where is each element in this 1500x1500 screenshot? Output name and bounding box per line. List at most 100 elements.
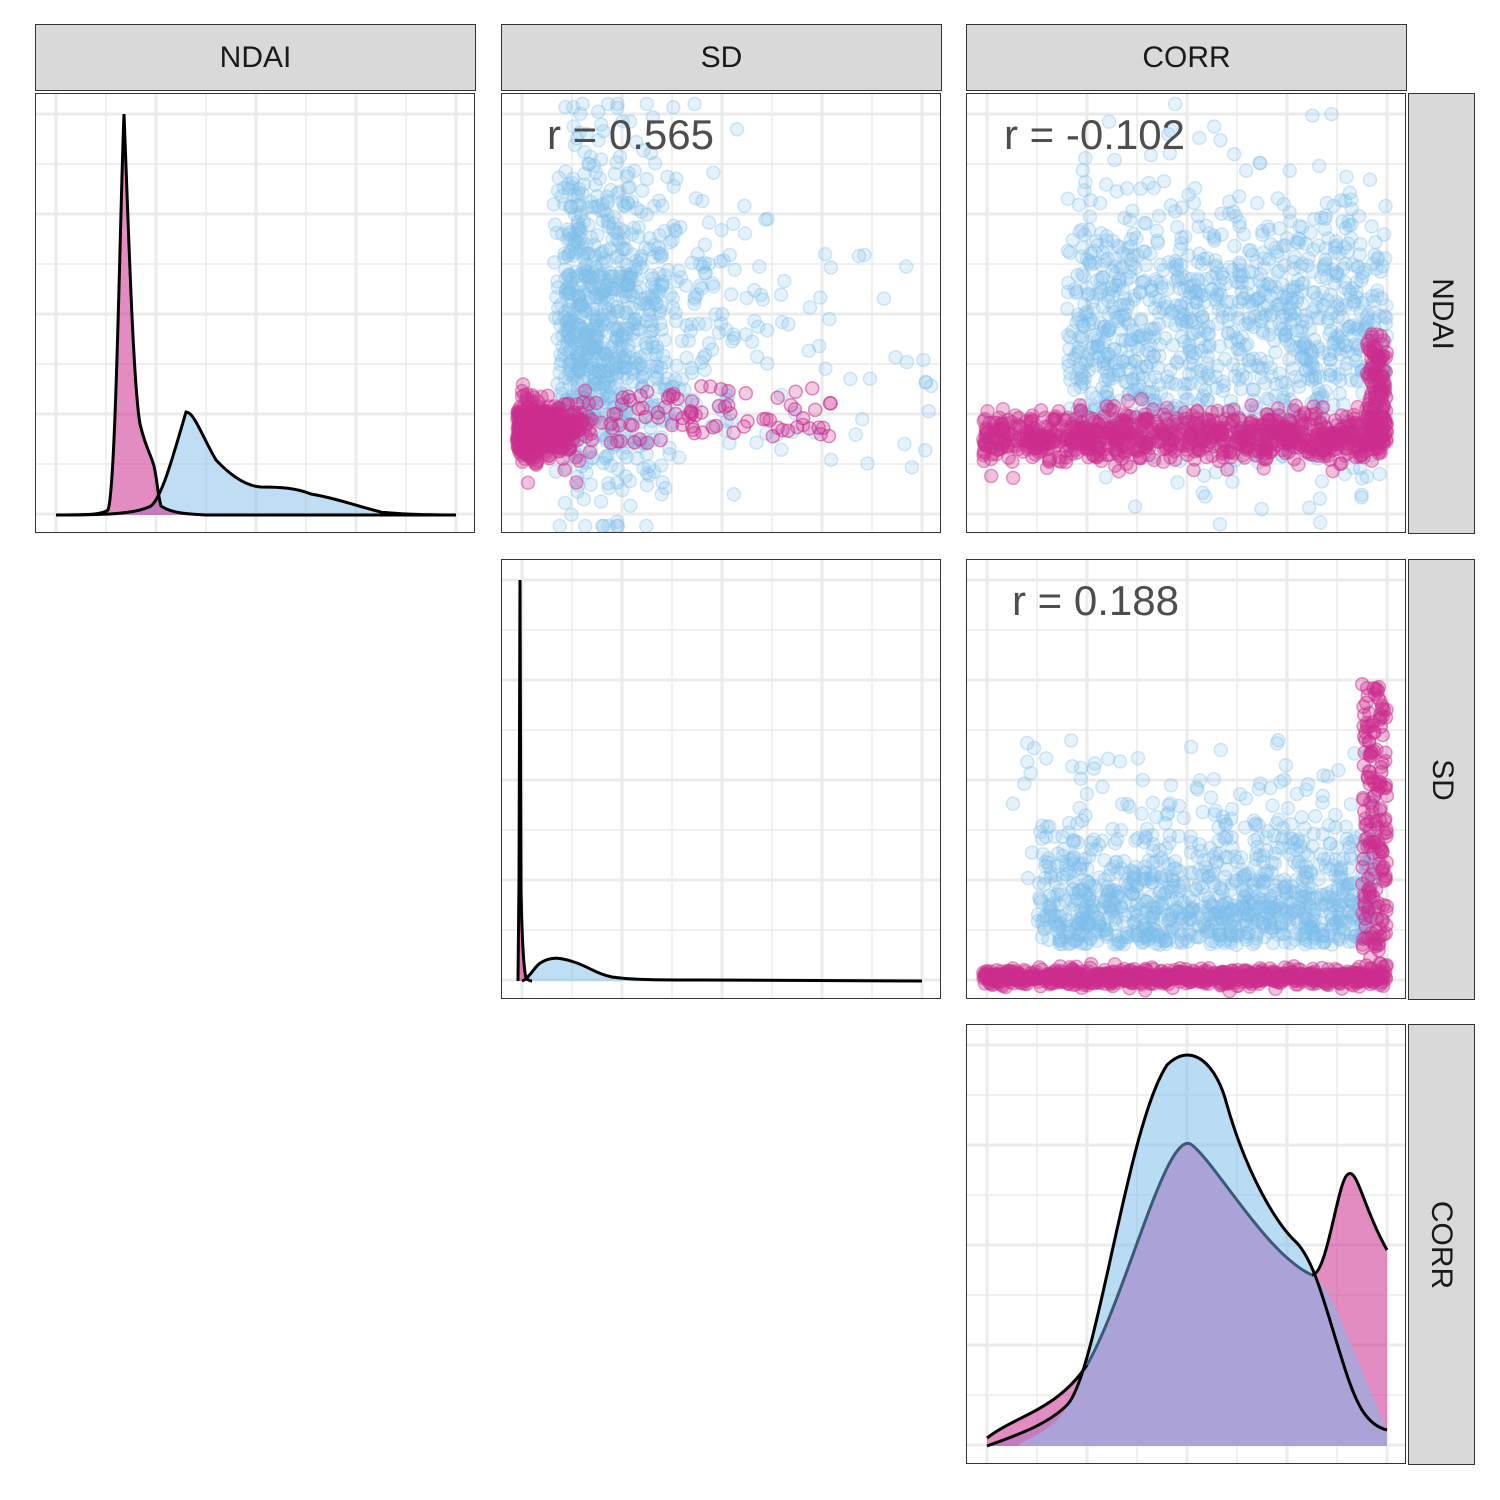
scatter-point-class-b (632, 256, 648, 271)
scatter-point-class-a (529, 405, 545, 420)
scatter-point-class-b (573, 223, 588, 239)
scatter-point-class-a (529, 418, 545, 434)
scatter-point-class-b (625, 365, 641, 381)
scatter-point-class-a (990, 434, 1006, 450)
scatter-point-class-a (1036, 435, 1052, 451)
scatter-point-class-b (657, 333, 672, 348)
scatter-point-class-b (1099, 233, 1114, 248)
scatter-point-class-a (1091, 417, 1106, 433)
scatter-point-class-b (1197, 295, 1212, 310)
scatter-point-class-a (525, 388, 540, 403)
scatter-point-class-a (805, 381, 820, 396)
scatter-point-class-a (569, 432, 585, 448)
scatter-point-class-a (995, 401, 1011, 417)
ndai-vs-sd-grid (502, 94, 940, 532)
scatter-point-class-a (535, 404, 550, 420)
scatter-point-class-a (1300, 444, 1316, 459)
scatter-point-class-b (1269, 244, 1285, 260)
scatter-point-class-b (558, 460, 574, 475)
scatter-point-class-b (589, 319, 605, 334)
scatter-point-class-b (687, 289, 703, 305)
scatter-point-class-b (646, 198, 662, 214)
scatter-point-class-b (1348, 353, 1364, 368)
scatter-point-class-a (1176, 415, 1192, 431)
scatter-point-class-b (582, 381, 598, 397)
ndai-vs-sd-scatter: r = 0.565 (502, 94, 940, 532)
scatter-point-class-b (555, 390, 570, 405)
scatter-point-class-a (554, 441, 569, 456)
scatter-point-class-b (581, 328, 597, 343)
scatter-point-class-b (1097, 320, 1112, 335)
scatter-point-class-b (662, 446, 677, 462)
scatter-point-class-b (1096, 356, 1112, 371)
scatter-point-class-a (532, 435, 547, 450)
scatter-point-class-b (1060, 301, 1075, 317)
scatter-point-class-b (1286, 261, 1301, 277)
scatter-point-class-b (590, 328, 605, 344)
scatter-point-class-b (1121, 361, 1136, 377)
scatter-point-class-b (1168, 253, 1183, 269)
scatter-point-class-b (625, 326, 641, 341)
scatter-point-class-a (1165, 425, 1180, 440)
scatter-point-class-b (1209, 295, 1225, 311)
scatter-point-class-b (1344, 192, 1359, 207)
scatter-point-class-b (1140, 407, 1155, 423)
scatter-point-class-a (1281, 412, 1297, 427)
scatter-point-class-a (529, 453, 545, 468)
scatter-point-class-a (555, 417, 571, 432)
scatter-point-class-b (1238, 791, 1254, 806)
scatter-point-class-b (1221, 206, 1237, 222)
scatter-point-class-b (569, 316, 584, 332)
scatter-point-class-b (1266, 333, 1282, 349)
scatter-point-class-b (1265, 798, 1280, 813)
scatter-point-class-b (1135, 772, 1150, 788)
scatter-point-class-b (1232, 294, 1247, 310)
scatter-point-class-b (1080, 307, 1096, 323)
scatter-point-class-b (1294, 284, 1309, 299)
scatter-point-class-b (554, 353, 570, 368)
scatter-point-class-a (1233, 413, 1249, 428)
scatter-point-class-b (1310, 339, 1326, 355)
scatter-point-class-b (1297, 335, 1313, 350)
scatter-point-class-b (621, 165, 636, 181)
scatter-point-class-b (628, 351, 644, 367)
scatter-point-class-b (620, 196, 636, 212)
scatter-point-class-b (621, 277, 637, 293)
scatter-point-class-b (593, 357, 608, 372)
scatter-point-class-b (1112, 308, 1127, 324)
scatter-point-class-b (1115, 260, 1130, 275)
scatter-point-class-b (1066, 351, 1082, 366)
scatter-point-class-b (1337, 240, 1352, 255)
scatter-point-class-b (568, 326, 583, 341)
scatter-point-class-a (1195, 430, 1210, 445)
scatter-point-class-a (537, 444, 552, 459)
scatter-point-class-b (569, 345, 584, 360)
scatter-point-class-b (660, 169, 675, 185)
scatter-point-class-b (1303, 348, 1319, 363)
scatter-point-class-b (1074, 249, 1089, 265)
scatter-point-class-b (1124, 406, 1140, 422)
scatter-point-class-a (525, 421, 541, 437)
scatter-point-class-a (1323, 426, 1338, 442)
scatter-point-class-b (1085, 315, 1101, 331)
scatter-point-class-a (1119, 423, 1135, 439)
scatter-point-class-b (1109, 412, 1124, 428)
scatter-point-class-b (1276, 289, 1291, 305)
scatter-point-class-a (1189, 411, 1205, 426)
scatter-point-class-a (1167, 423, 1183, 439)
scatter-point-class-a (1201, 413, 1217, 429)
scatter-point-class-a (1119, 456, 1134, 472)
scatter-point-class-a (553, 443, 568, 459)
scatter-point-class-b (1095, 340, 1110, 355)
scatter-point-class-b (591, 322, 606, 337)
scatter-point-class-b (1246, 393, 1261, 408)
scatter-point-class-b (1053, 908, 1069, 924)
scatter-point-class-b (600, 213, 616, 229)
scatter-point-class-b (1312, 386, 1327, 401)
scatter-point-class-b (588, 342, 603, 358)
scatter-point-class-a (520, 411, 535, 426)
scatter-point-class-b (609, 514, 625, 529)
scatter-point-class-a (1237, 450, 1252, 465)
scatter-point-class-a (1280, 426, 1296, 441)
scatter-point-class-a (1118, 415, 1134, 430)
